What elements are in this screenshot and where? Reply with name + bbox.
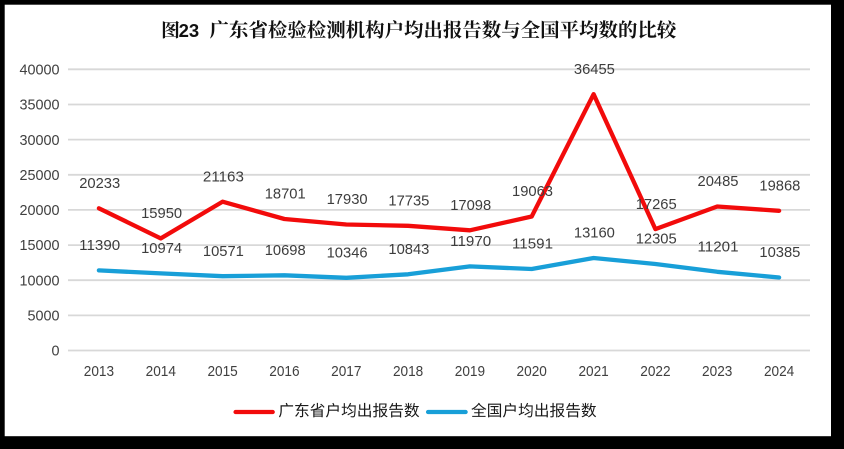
- svg-text:36455: 36455: [574, 61, 615, 78]
- svg-text:10974: 10974: [141, 240, 182, 257]
- svg-text:17098: 17098: [450, 197, 491, 214]
- svg-text:2024: 2024: [764, 363, 794, 380]
- svg-text:2018: 2018: [393, 363, 423, 380]
- svg-text:2014: 2014: [146, 363, 176, 380]
- svg-text:10000: 10000: [20, 272, 60, 289]
- svg-text:10571: 10571: [203, 243, 244, 260]
- svg-text:5000: 5000: [28, 308, 60, 325]
- svg-text:30000: 30000: [20, 132, 60, 149]
- svg-text:10843: 10843: [388, 241, 429, 258]
- svg-text:35000: 35000: [20, 97, 60, 114]
- svg-text:12305: 12305: [636, 231, 677, 248]
- svg-text:0: 0: [52, 343, 60, 360]
- svg-text:25000: 25000: [20, 167, 60, 184]
- svg-text:10698: 10698: [265, 242, 306, 259]
- svg-text:13160: 13160: [574, 225, 615, 242]
- svg-text:10346: 10346: [327, 245, 368, 262]
- svg-text:20000: 20000: [20, 202, 60, 219]
- svg-text:2013: 2013: [84, 363, 114, 380]
- svg-text:11591: 11591: [512, 236, 553, 253]
- svg-text:40000: 40000: [20, 62, 60, 79]
- svg-text:11201: 11201: [698, 239, 739, 256]
- svg-text:2015: 2015: [207, 363, 237, 380]
- svg-text:2022: 2022: [640, 363, 670, 380]
- svg-text:15950: 15950: [141, 205, 182, 222]
- svg-text:17930: 17930: [327, 191, 368, 208]
- svg-text:21163: 21163: [203, 168, 244, 185]
- svg-text:2020: 2020: [517, 363, 547, 380]
- svg-text:18701: 18701: [265, 186, 306, 203]
- svg-text:23: 23: [179, 20, 200, 41]
- svg-text:20485: 20485: [698, 173, 739, 190]
- svg-text:2016: 2016: [269, 363, 299, 380]
- svg-text:11390: 11390: [79, 237, 120, 254]
- svg-text:19868: 19868: [759, 178, 800, 195]
- svg-text:2021: 2021: [578, 363, 608, 380]
- svg-text:11970: 11970: [450, 233, 491, 250]
- svg-text:10385: 10385: [759, 244, 800, 261]
- svg-text:20233: 20233: [79, 175, 120, 192]
- svg-text:2019: 2019: [455, 363, 485, 380]
- svg-text:17265: 17265: [636, 196, 677, 213]
- svg-text:19063: 19063: [512, 183, 553, 200]
- svg-text:17735: 17735: [388, 193, 429, 210]
- svg-text:2023: 2023: [702, 363, 732, 380]
- svg-text:15000: 15000: [20, 237, 60, 254]
- svg-text:2017: 2017: [331, 363, 361, 380]
